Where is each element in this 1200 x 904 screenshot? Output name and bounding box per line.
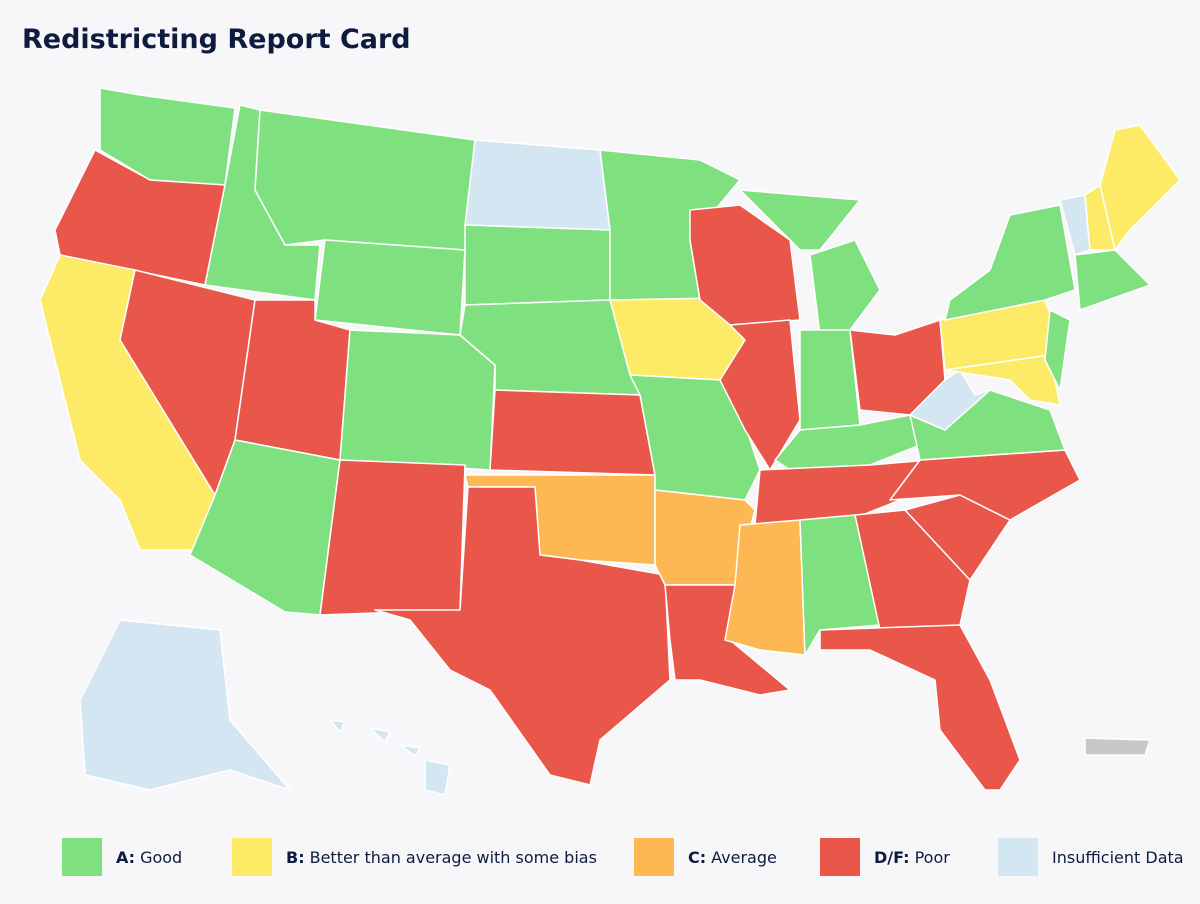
state	[489, 389, 656, 476]
legend-label: Average	[711, 847, 777, 867]
state	[819, 624, 1021, 791]
state	[1044, 309, 1071, 391]
state	[1099, 124, 1181, 251]
title: Redistricting Report Card	[22, 24, 411, 55]
state	[799, 329, 861, 431]
state	[854, 509, 971, 631]
legend-item: A: Good	[62, 838, 182, 876]
state	[339, 329, 496, 471]
legend-grade: A:	[116, 847, 136, 867]
legend-item: Insufficient Data	[998, 838, 1184, 876]
legend-item: D/F: Poor	[820, 838, 950, 876]
state	[944, 354, 1061, 406]
state	[719, 319, 801, 471]
legend-swatch	[634, 838, 674, 876]
state	[809, 239, 881, 336]
state	[399, 744, 421, 757]
state	[329, 719, 346, 733]
state	[424, 759, 451, 796]
legend-swatch	[62, 838, 102, 876]
legend-swatch	[232, 838, 272, 876]
state	[944, 204, 1076, 321]
legend-label: Good	[140, 847, 183, 867]
state	[234, 299, 351, 461]
legend-swatch	[820, 838, 860, 876]
state	[374, 486, 671, 786]
legend-grade: B:	[286, 847, 305, 867]
state	[464, 139, 611, 231]
puerto-rico	[1084, 737, 1151, 756]
legend-item: B: Better than average with some bias	[232, 838, 597, 876]
state	[79, 619, 291, 791]
legend-label: Insufficient Data	[1052, 847, 1184, 867]
legend-label: Better than average with some bias	[309, 847, 597, 867]
state	[254, 109, 476, 251]
legend-label: Poor	[914, 847, 950, 867]
state	[799, 514, 881, 656]
legend-grade: C:	[688, 847, 707, 867]
state	[1074, 249, 1151, 311]
state	[369, 727, 391, 743]
legend-item: C: Average	[634, 838, 777, 876]
state	[319, 459, 466, 616]
us-map	[39, 87, 1181, 796]
state	[314, 239, 466, 336]
state	[739, 189, 861, 251]
legend-grade: D/F:	[874, 847, 910, 867]
legend-swatch	[998, 838, 1038, 876]
state	[464, 224, 611, 306]
